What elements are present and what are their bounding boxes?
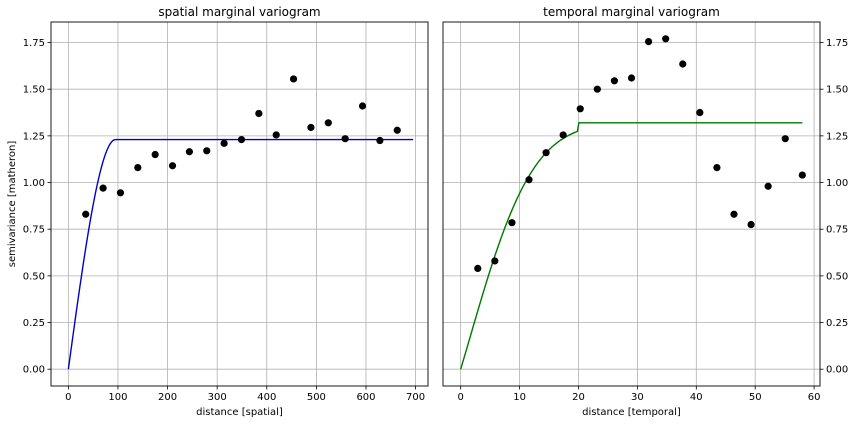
- temporal-y-tick-label: 0.50: [826, 271, 848, 282]
- temporal-data-point: [559, 131, 567, 139]
- temporal-data-point: [798, 171, 806, 179]
- temporal-data-point: [730, 210, 738, 218]
- temporal-y-tick-label: 1.50: [826, 85, 848, 96]
- spatial-y-tick-label: 0.50: [23, 271, 45, 282]
- temporal-y-tick-label: 1.00: [826, 178, 848, 189]
- temporal-data-point: [662, 35, 670, 43]
- temporal-data-point: [491, 257, 499, 265]
- temporal-data-point: [610, 77, 619, 85]
- spatial-y-tick-label: 1.25: [23, 131, 45, 142]
- temporal-data-point: [696, 108, 704, 117]
- temporal-x-tick-label: 0: [457, 392, 463, 403]
- spatial-points-group: [82, 75, 401, 218]
- temporal-model-curve-group: [459, 122, 803, 370]
- spatial-data-point: [99, 184, 107, 192]
- spatial-model-curve-group: [67, 138, 414, 370]
- spatial-data-point: [185, 148, 193, 156]
- spatial-y-axis-label: semivariance [matheron]: [7, 141, 18, 268]
- temporal-model-line: [459, 122, 803, 370]
- temporal-axes-frame: [442, 21, 821, 387]
- temporal-data-point: [781, 135, 789, 143]
- temporal-x-tick-label: 30: [631, 392, 644, 403]
- temporal-points-group: [474, 35, 806, 272]
- spatial-data-point: [116, 189, 125, 197]
- spatial-x-tick-label: 400: [257, 392, 276, 403]
- temporal-data-point: [644, 38, 653, 46]
- spatial-x-tick-label: 300: [208, 392, 227, 403]
- spatial-chart-title: spatial marginal variogram: [158, 5, 320, 19]
- temporal-data-point: [474, 264, 482, 272]
- spatial-x-tick-label: 0: [65, 392, 71, 403]
- temporal-x-ticks: 0 10 20 30 40 50 60: [457, 386, 820, 403]
- spatial-data-point: [289, 75, 298, 83]
- temporal-y-tick-label: 0.00: [826, 365, 848, 376]
- spatial-data-point: [307, 123, 315, 132]
- spatial-data-point: [237, 136, 246, 144]
- temporal-y-tick-label: 1.75: [826, 38, 848, 49]
- spatial-y-tick-label: 1.75: [23, 38, 45, 49]
- temporal-x-axis-label: distance [temporal]: [582, 407, 681, 418]
- temporal-data-point: [764, 182, 772, 190]
- spatial-data-point: [220, 139, 228, 147]
- spatial-x-tick-label: 200: [158, 392, 177, 403]
- temporal-data-point: [713, 164, 721, 172]
- temporal-x-tick-label: 60: [808, 392, 821, 403]
- temporal-data-point: [627, 74, 636, 82]
- temporal-chart-title: temporal marginal variogram: [543, 5, 720, 19]
- spatial-x-axis-label: distance [spatial]: [196, 407, 283, 418]
- temporal-data-point: [576, 105, 584, 113]
- spatial-data-point: [203, 147, 211, 155]
- spatial-data-point: [341, 135, 349, 143]
- spatial-y-tick-label: 0.00: [23, 365, 45, 376]
- spatial-x-tick-label: 100: [108, 392, 127, 403]
- spatial-variogram-axes: 0 100 200 300 400 500 600 700 0.00 0.25 0.50 0.75 1…: [7, 5, 429, 418]
- temporal-x-tick-label: 10: [513, 392, 526, 403]
- spatial-x-tick-label: 700: [406, 392, 425, 403]
- spatial-model-line: [67, 138, 414, 370]
- temporal-data-point: [542, 149, 550, 157]
- spatial-data-point: [168, 162, 177, 170]
- spatial-y-tick-label: 1.00: [23, 178, 45, 189]
- spatial-x-tick-label: 600: [356, 392, 375, 403]
- spatial-data-point: [393, 126, 401, 134]
- spatial-y-ticks: 0.00 0.25 0.50 0.75 1.00 1.25 1.50 1.75: [23, 38, 51, 376]
- spatial-y-tick-label: 1.50: [23, 85, 45, 96]
- temporal-data-point: [525, 176, 533, 184]
- spatial-y-tick-label: 0.75: [23, 225, 45, 236]
- temporal-x-tick-label: 40: [690, 392, 703, 403]
- spatial-x-ticks: 0 100 200 300 400 500 600 700: [65, 386, 425, 403]
- spatial-data-point: [255, 109, 263, 118]
- temporal-y-tick-label: 0.75: [826, 225, 848, 236]
- temporal-variogram-axes: 0 10 20 30 40 50 60 0.00 0.25 0.50 0.75 1.00 1.25 1.…: [442, 5, 848, 418]
- temporal-y-ticks: 0.00 0.25 0.50 0.75 1.00 1.25 1.50 1.75: [820, 38, 848, 376]
- spatial-x-tick-label: 500: [307, 392, 326, 403]
- spatial-data-point: [82, 210, 90, 218]
- temporal-x-tick-label: 20: [572, 392, 585, 403]
- temporal-data-point: [679, 60, 687, 68]
- spatial-axes-frame: [50, 21, 429, 387]
- temporal-x-tick-label: 50: [749, 392, 762, 403]
- temporal-y-tick-label: 1.25: [826, 131, 848, 142]
- spatial-data-point: [358, 102, 367, 110]
- temporal-data-point: [747, 220, 755, 229]
- spatial-data-point: [324, 119, 332, 127]
- spatial-data-point: [134, 164, 142, 172]
- temporal-y-tick-label: 0.25: [826, 318, 848, 329]
- temporal-grid: [443, 22, 820, 386]
- spatial-grid: [51, 22, 428, 386]
- spatial-data-point: [272, 131, 280, 139]
- temporal-data-point: [508, 219, 516, 227]
- spatial-data-point: [151, 150, 159, 159]
- temporal-data-point: [593, 85, 601, 93]
- spatial-data-point: [376, 136, 384, 145]
- spatial-y-tick-label: 0.25: [23, 318, 45, 329]
